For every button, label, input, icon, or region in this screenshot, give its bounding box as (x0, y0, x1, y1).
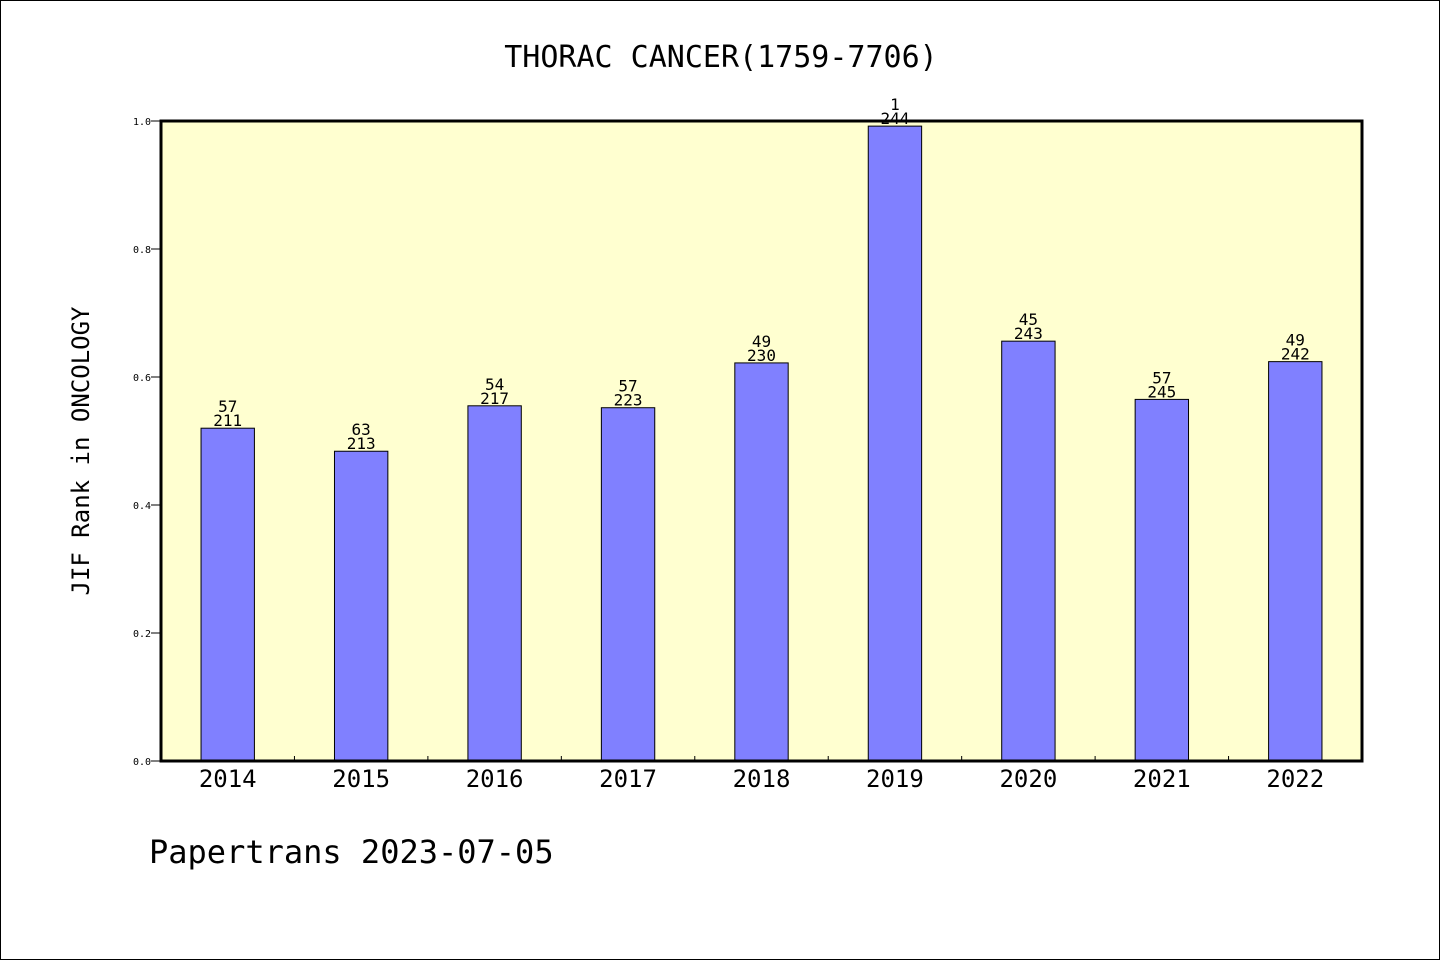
bar-2022 (1268, 361, 1323, 762)
y-tick-label: 0.0 (133, 757, 151, 768)
chart-title: THORAC CANCER(1759-7706) (504, 40, 937, 75)
y-axis-label: JIF Rank in ONCOLOGY (67, 306, 95, 596)
bar-total-label: 245 (1147, 382, 1176, 401)
bar-2019 (867, 125, 923, 762)
x-tick-label: 2021 (1133, 765, 1191, 793)
bar-rank-label: 63 (352, 420, 371, 439)
y-tick-label: 0.6 (133, 373, 151, 384)
bar-total-label: 213 (347, 434, 376, 453)
bar-total-label: 244 (880, 109, 909, 128)
bar-rank-label: 57 (1152, 368, 1171, 387)
y-tick-label: 0.2 (133, 629, 151, 640)
bar-total-label: 230 (747, 346, 776, 365)
plot-frame (159, 119, 1364, 763)
bar-2018 (734, 362, 789, 762)
x-tick-label: 2018 (733, 765, 791, 793)
x-tick-label: 2017 (599, 765, 657, 793)
x-tick-label: 2022 (1266, 765, 1324, 793)
bar-rank-label: 1 (890, 95, 900, 114)
bar-rank-label: 49 (1286, 331, 1305, 350)
x-tick-label: 2015 (332, 765, 390, 793)
bar-total-label: 211 (213, 411, 242, 430)
bar-2017 (600, 407, 656, 762)
bar-rank-label: 57 (618, 377, 637, 396)
bar-2015 (333, 450, 389, 762)
x-tick-label: 2014 (199, 765, 257, 793)
y-axis: 0.0 0.2 0.4 0.6 0.8 1.0 (133, 117, 161, 768)
bar-rank-label: 57 (218, 397, 237, 416)
x-axis: 2014 2015 2016 2017 2018 2019 2020 2021 2022 (199, 756, 1324, 793)
x-tick-label: 2019 (866, 765, 924, 793)
bar-2016 (467, 405, 522, 762)
bar-total-label: 243 (1014, 324, 1043, 343)
bar-2021 (1134, 398, 1190, 762)
bar-rank-label: 49 (752, 332, 771, 351)
bar-2014 (200, 427, 255, 762)
footer-text: Papertrans 2023-07-05 (149, 833, 554, 871)
bar-total-label: 242 (1281, 345, 1310, 364)
x-tick-label: 2020 (999, 765, 1057, 793)
y-tick-label: 0.8 (133, 245, 151, 256)
x-tick-label: 2016 (466, 765, 524, 793)
bar-total-label: 217 (480, 389, 509, 408)
bar-rank-label: 45 (1019, 310, 1038, 329)
y-tick-label: 1.0 (133, 117, 151, 128)
bar-2020 (1001, 340, 1056, 762)
bar-rank-label: 54 (485, 375, 504, 394)
bar-total-label: 223 (614, 391, 643, 410)
y-tick-label: 0.4 (133, 501, 151, 512)
